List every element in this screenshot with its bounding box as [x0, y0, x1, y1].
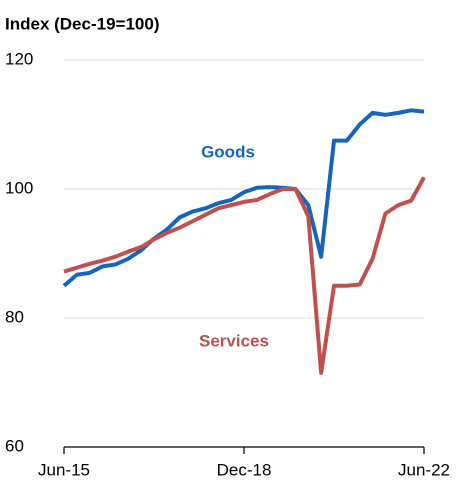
series-line [62, 108, 425, 288]
series-line [63, 176, 426, 375]
y-tick-label: 80 [5, 307, 24, 326]
x-tick-label: Jun-22 [398, 460, 450, 479]
chart-subtitle: Index (Dec-19=100) [5, 14, 160, 33]
x-tick-label: Jun-15 [38, 460, 90, 479]
series-label: Goods [201, 142, 255, 161]
series-label: Services [199, 331, 269, 350]
y-tick-label: 120 [5, 49, 33, 68]
x-tick-label: Dec-18 [217, 460, 272, 479]
y-tick-label: 60 [5, 436, 24, 455]
y-tick-label: 100 [5, 178, 33, 197]
